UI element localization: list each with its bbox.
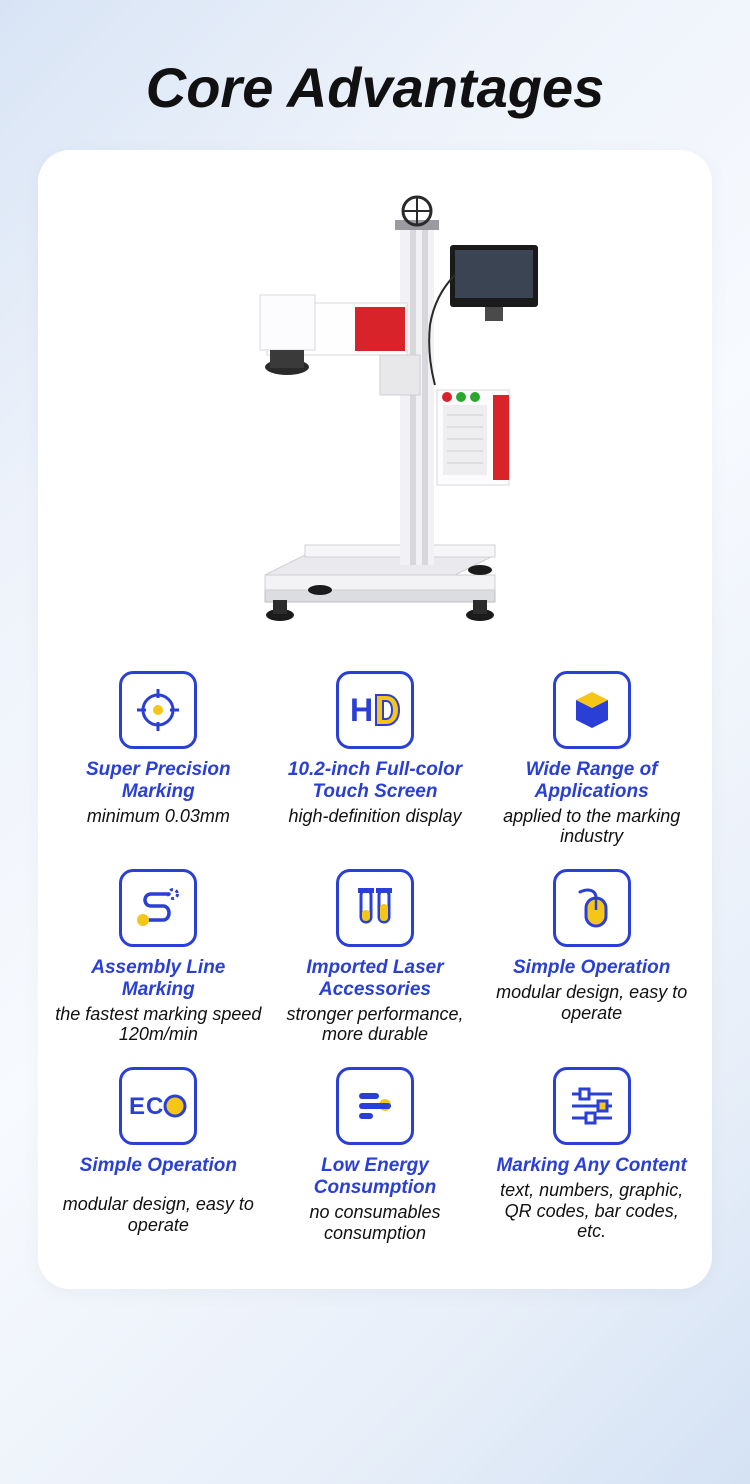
- feature-operation: Simple Operation modular design, easy to…: [486, 863, 697, 1051]
- feature-title: Low Energy Consumption: [272, 1155, 479, 1199]
- target-icon: [119, 671, 197, 749]
- svg-text:EC: EC: [129, 1093, 164, 1120]
- page-title: Core Advantages: [0, 0, 750, 150]
- feature-energy: Low Energy Consumption no consumables co…: [270, 1061, 481, 1249]
- feature-desc: applied to the marking industry: [488, 806, 695, 847]
- feature-title: Super Precision Marking: [55, 759, 262, 803]
- hd-icon: H: [336, 671, 414, 749]
- feature-desc: the fastest marking speed 120m/min: [55, 1004, 262, 1045]
- feature-precision: Super Precision Marking minimum 0.03mm: [53, 665, 264, 853]
- feature-desc: modular design, easy to operate: [55, 1194, 262, 1235]
- feature-applications: Wide Range of Applications applied to th…: [486, 665, 697, 853]
- feature-content: Marking Any Content text, numbers, graph…: [486, 1061, 697, 1249]
- feature-desc: no consumables consumption: [272, 1202, 479, 1243]
- feature-title: Simple Operation: [80, 1155, 237, 1177]
- cube-icon: [553, 671, 631, 749]
- feature-title: Marking Any Content: [496, 1155, 686, 1177]
- feature-title: Imported Laser Accessories: [272, 957, 479, 1001]
- feature-desc: text, numbers, graphic, QR codes, bar co…: [488, 1180, 695, 1242]
- sliders-icon: [553, 1067, 631, 1145]
- feature-assembly: Assembly Line Marking the fastest markin…: [53, 863, 264, 1051]
- feature-laser: Imported Laser Accessories stronger perf…: [270, 863, 481, 1051]
- feature-hd: H 10.2-inch Full-color Touch Screen high…: [270, 665, 481, 853]
- svg-text:H: H: [350, 692, 373, 728]
- testtube-icon: [336, 869, 414, 947]
- feature-title: Assembly Line Marking: [55, 957, 262, 1001]
- advantages-card: Super Precision Marking minimum 0.03mm H…: [38, 150, 712, 1289]
- eco-icon: EC: [119, 1067, 197, 1145]
- mouse-icon: [553, 869, 631, 947]
- feature-desc: minimum 0.03mm: [87, 806, 230, 827]
- feature-title: 10.2-inch Full-color Touch Screen: [272, 759, 479, 803]
- feature-eco: EC Simple Operation modular design, easy…: [53, 1061, 264, 1249]
- feature-title: Simple Operation: [513, 957, 670, 979]
- route-icon: [119, 869, 197, 947]
- feature-desc: high-definition display: [288, 806, 461, 827]
- feature-title: Wide Range of Applications: [488, 759, 695, 803]
- feature-desc: modular design, easy to operate: [488, 982, 695, 1023]
- lines-icon: [336, 1067, 414, 1145]
- feature-desc: stronger performance, more durable: [272, 1004, 479, 1045]
- features-grid: Super Precision Marking minimum 0.03mm H…: [53, 665, 697, 1249]
- product-image: [53, 175, 697, 655]
